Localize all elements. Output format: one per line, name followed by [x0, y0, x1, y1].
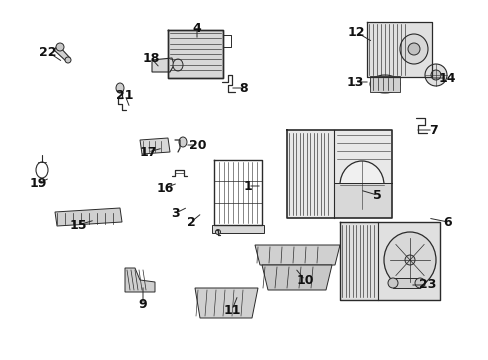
Ellipse shape — [387, 278, 397, 288]
Text: 22: 22 — [39, 45, 57, 59]
Text: 12: 12 — [346, 26, 364, 39]
Ellipse shape — [116, 83, 124, 93]
Text: 11: 11 — [223, 303, 240, 316]
Polygon shape — [195, 288, 258, 318]
Polygon shape — [262, 265, 331, 290]
Ellipse shape — [399, 34, 427, 64]
Text: 19: 19 — [29, 176, 46, 189]
Ellipse shape — [369, 75, 399, 93]
Text: 23: 23 — [418, 279, 436, 292]
Text: 4: 4 — [192, 22, 201, 35]
Ellipse shape — [383, 232, 435, 288]
Polygon shape — [212, 225, 264, 233]
Polygon shape — [125, 268, 155, 292]
Text: 16: 16 — [156, 181, 173, 194]
Polygon shape — [366, 22, 431, 77]
Text: 2: 2 — [186, 216, 195, 229]
Ellipse shape — [430, 70, 440, 80]
Text: 17: 17 — [139, 145, 157, 158]
Text: 6: 6 — [443, 216, 451, 229]
Ellipse shape — [56, 43, 64, 51]
Text: 3: 3 — [171, 207, 180, 220]
Text: 5: 5 — [372, 189, 381, 202]
Text: 8: 8 — [239, 81, 248, 95]
Text: 15: 15 — [69, 219, 86, 231]
Ellipse shape — [215, 230, 220, 234]
Polygon shape — [339, 222, 439, 300]
Polygon shape — [55, 208, 122, 226]
Polygon shape — [254, 245, 339, 265]
Polygon shape — [54, 45, 70, 62]
Ellipse shape — [404, 255, 414, 265]
Polygon shape — [140, 138, 170, 154]
Text: 10: 10 — [296, 274, 313, 287]
Text: 9: 9 — [139, 298, 147, 311]
Polygon shape — [333, 183, 391, 218]
Ellipse shape — [414, 278, 424, 288]
Text: 18: 18 — [142, 51, 160, 64]
Ellipse shape — [173, 59, 183, 71]
Polygon shape — [152, 58, 174, 72]
Ellipse shape — [65, 57, 71, 63]
Ellipse shape — [339, 161, 383, 209]
Text: 21: 21 — [116, 89, 134, 102]
Polygon shape — [392, 278, 419, 288]
Polygon shape — [168, 30, 223, 78]
Text: 13: 13 — [346, 76, 363, 89]
Text: 14: 14 — [437, 72, 455, 85]
Text: 1: 1 — [243, 180, 252, 193]
Text: 7: 7 — [428, 123, 436, 136]
Ellipse shape — [407, 43, 419, 55]
Polygon shape — [286, 130, 391, 218]
Text: 20: 20 — [189, 139, 206, 152]
Polygon shape — [369, 76, 399, 92]
Ellipse shape — [424, 64, 446, 86]
Ellipse shape — [179, 137, 186, 147]
